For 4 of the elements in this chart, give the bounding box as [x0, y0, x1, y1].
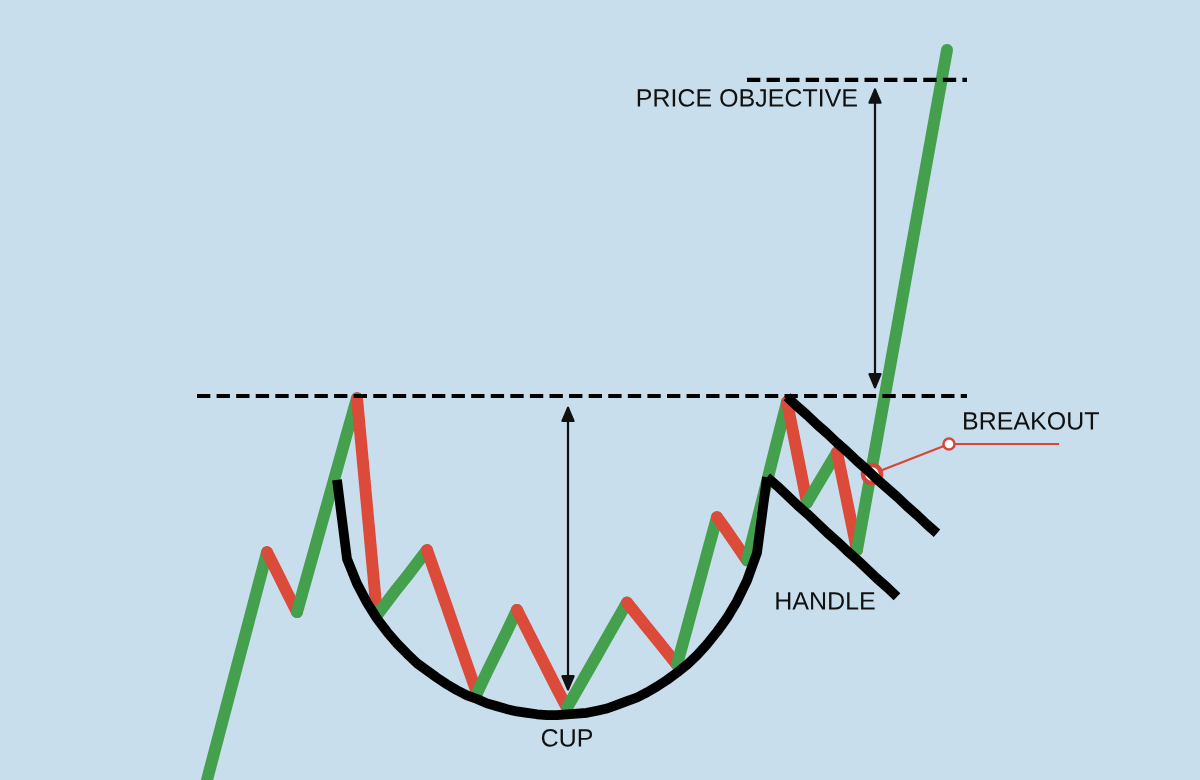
annotation: BREAKOUT	[964, 412, 1099, 430]
annotation: HANDLE	[776, 592, 875, 610]
annotation: CUP	[541, 729, 593, 747]
annotation: PRICE OBJECTIVE	[637, 89, 857, 107]
